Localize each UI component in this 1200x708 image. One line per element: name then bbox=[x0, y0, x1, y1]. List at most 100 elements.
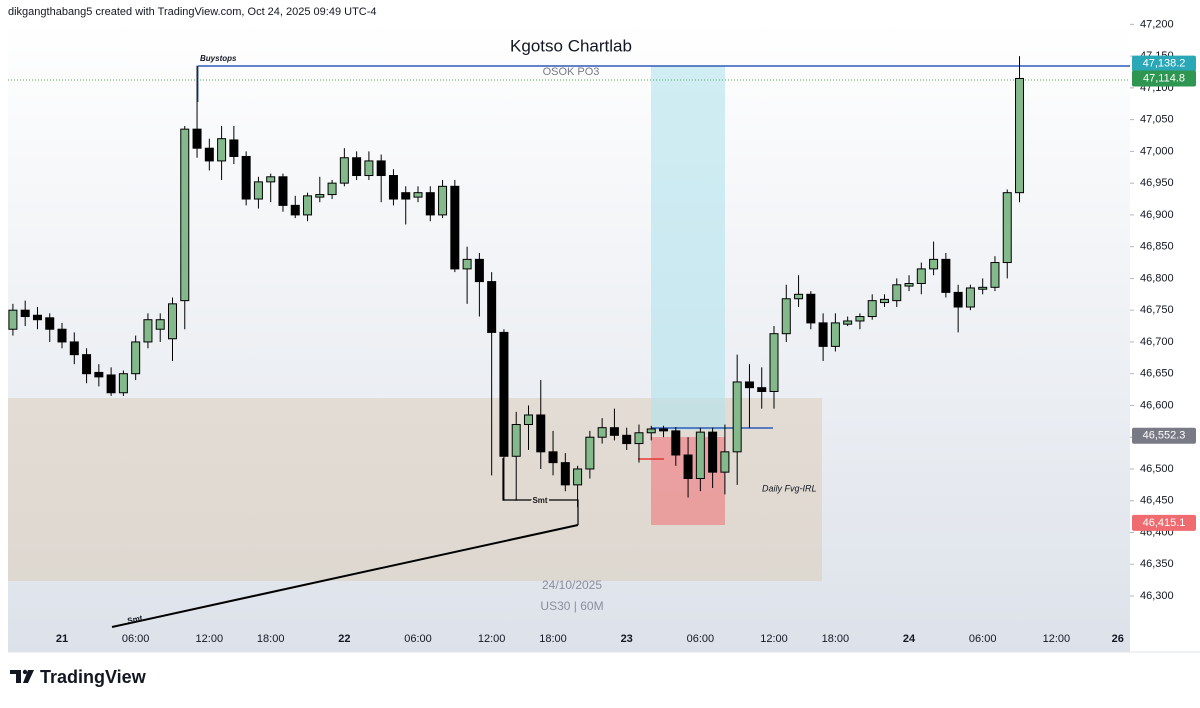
candle-body bbox=[118, 373, 128, 394]
candle-body bbox=[953, 291, 963, 308]
candle-body bbox=[892, 284, 902, 302]
x-tick-label: 12:00 bbox=[760, 633, 788, 645]
candle-body bbox=[388, 175, 398, 200]
candle-body bbox=[830, 322, 840, 347]
candle-body bbox=[879, 298, 889, 304]
candle-body bbox=[180, 128, 190, 302]
header: dikgangthabang5 created with TradingView… bbox=[8, 6, 377, 18]
candle-body bbox=[352, 157, 362, 177]
candle-body bbox=[781, 298, 791, 335]
watermark: 24/10/2025 bbox=[542, 578, 602, 592]
candle-body bbox=[45, 317, 55, 330]
candle-body bbox=[57, 328, 67, 343]
price-tag-label: 46,552.3 bbox=[1143, 430, 1186, 442]
candle-body bbox=[597, 427, 607, 438]
candle-body bbox=[8, 309, 18, 330]
candle-body bbox=[818, 322, 828, 347]
x-tick-label: 22 bbox=[338, 633, 350, 645]
price-tag-label: 47,114.8 bbox=[1143, 72, 1185, 84]
candle-body bbox=[634, 432, 644, 445]
x-tick-label: 06:00 bbox=[687, 633, 715, 645]
annotation: Smt bbox=[532, 496, 547, 505]
candle-body bbox=[794, 293, 804, 300]
candle-body bbox=[708, 431, 718, 473]
candle-body bbox=[659, 428, 669, 432]
x-tick-label: 18:00 bbox=[539, 633, 567, 645]
candle-body bbox=[978, 286, 988, 290]
chart-title: Kgotso Chartlab bbox=[510, 36, 632, 55]
candle-body bbox=[376, 160, 386, 177]
watermark: US30 | 60M bbox=[540, 599, 603, 613]
x-tick-label: 26 bbox=[1112, 633, 1124, 645]
logo-icon bbox=[10, 670, 21, 683]
candle-body bbox=[229, 139, 239, 157]
candle-body bbox=[683, 454, 693, 480]
price-tag-label: 46,415.1 bbox=[1143, 517, 1186, 529]
candle-body bbox=[929, 258, 939, 270]
candle-body bbox=[364, 160, 374, 177]
x-tick-label: 21 bbox=[56, 633, 68, 645]
candle-body bbox=[131, 341, 141, 375]
y-tick-label: 47,200 bbox=[1140, 18, 1174, 30]
y-tick-label: 46,850 bbox=[1140, 241, 1174, 253]
candle-body bbox=[1002, 192, 1012, 264]
candle-body bbox=[609, 427, 619, 436]
candle-body bbox=[474, 258, 484, 283]
x-tick-label: 12:00 bbox=[478, 633, 506, 645]
candle-body bbox=[462, 258, 472, 270]
candle-body bbox=[855, 316, 865, 322]
candle-body bbox=[69, 341, 79, 356]
candle-body bbox=[315, 194, 325, 198]
candle-body bbox=[941, 258, 951, 293]
candle-body bbox=[32, 314, 42, 321]
candle-body bbox=[523, 414, 533, 426]
candle-body bbox=[695, 431, 705, 480]
candle-body bbox=[867, 300, 877, 318]
y-tick-label: 46,350 bbox=[1140, 558, 1174, 570]
candle-body bbox=[290, 204, 300, 216]
candle-body bbox=[327, 182, 337, 196]
price-tag bbox=[1132, 55, 1196, 72]
candle-body bbox=[438, 185, 448, 216]
candle-body bbox=[806, 293, 816, 324]
candle-body bbox=[904, 283, 914, 287]
brand: TradingView bbox=[40, 667, 147, 687]
annotation: Smt bbox=[127, 614, 144, 626]
candle-body bbox=[487, 281, 497, 333]
candle-body bbox=[278, 176, 288, 206]
x-tick-label: 24 bbox=[903, 633, 916, 645]
candle-body bbox=[425, 192, 435, 216]
candle-body bbox=[732, 381, 742, 453]
chart-subtitle: OSOK PO3 bbox=[543, 66, 600, 78]
candle-body bbox=[82, 354, 92, 375]
logo-icon bbox=[22, 669, 28, 675]
annotation: Daily Fvg-IRL bbox=[762, 483, 817, 493]
candle-body bbox=[511, 424, 521, 457]
candle-body bbox=[965, 287, 975, 308]
candle-body bbox=[192, 128, 202, 149]
candle-body bbox=[536, 414, 546, 453]
y-tick-label: 46,500 bbox=[1140, 463, 1174, 475]
blue-zone bbox=[651, 66, 725, 430]
annotation: Buystops bbox=[200, 54, 237, 63]
x-tick-label: 06:00 bbox=[122, 633, 150, 645]
candle-body bbox=[143, 319, 153, 343]
candle-body bbox=[757, 387, 767, 392]
candle-body bbox=[266, 176, 276, 183]
x-tick-label: 06:00 bbox=[404, 633, 432, 645]
candle-body bbox=[720, 451, 730, 473]
y-tick-label: 46,650 bbox=[1140, 368, 1174, 380]
candle-body bbox=[413, 192, 423, 198]
candle-body bbox=[450, 185, 460, 270]
x-tick-label: 18:00 bbox=[822, 633, 850, 645]
y-tick-label: 47,050 bbox=[1140, 114, 1174, 126]
y-tick-label: 46,950 bbox=[1140, 177, 1174, 189]
price-tag bbox=[1132, 514, 1196, 531]
smt-trendline bbox=[111, 524, 579, 628]
candle-body bbox=[204, 147, 214, 162]
smt-bracket bbox=[502, 458, 579, 525]
logo-icon bbox=[23, 670, 34, 683]
y-tick-label: 46,750 bbox=[1140, 304, 1174, 316]
